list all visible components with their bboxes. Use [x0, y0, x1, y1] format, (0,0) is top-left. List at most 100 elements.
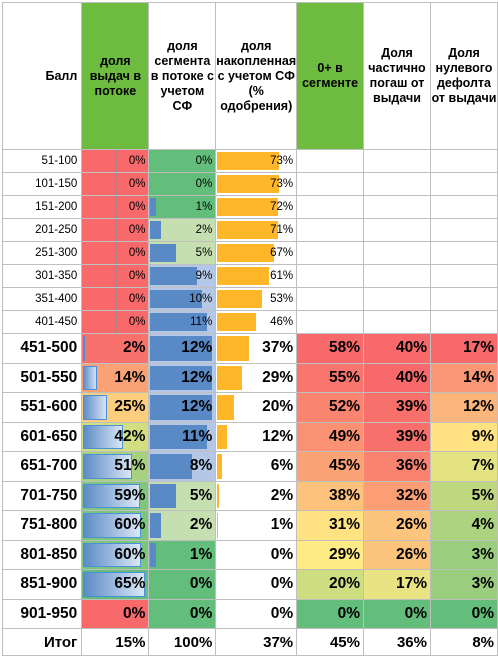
cell-zero-plus[interactable] — [296, 241, 364, 265]
cell-partial-repaid[interactable]: 36% — [363, 451, 431, 482]
cell-segment-share[interactable]: 8% — [148, 451, 217, 482]
cell-segment-share[interactable]: 12% — [148, 362, 217, 393]
cell-zero-plus[interactable]: 0% — [296, 598, 364, 629]
cell-issue-share[interactable]: 65% — [81, 569, 150, 600]
cell-segment-share[interactable]: 9% — [148, 264, 217, 288]
cell-zero-default[interactable]: 3% — [430, 539, 498, 570]
cell-partial-repaid[interactable]: 26% — [363, 510, 431, 541]
row-label[interactable]: 401-450 — [1, 310, 83, 334]
cell-issue-share[interactable]: 0% — [81, 195, 150, 219]
total-c1[interactable]: 15% — [81, 628, 150, 656]
cell-issue-share[interactable]: 42% — [81, 421, 150, 452]
cell-segment-share[interactable]: 10% — [148, 287, 217, 311]
total-c6[interactable]: 8% — [430, 628, 498, 656]
row-label[interactable]: 251-300 — [1, 241, 83, 265]
cell-cumulative-approval[interactable]: 73% — [215, 172, 298, 196]
cell-zero-default[interactable] — [430, 218, 498, 242]
cell-zero-default[interactable]: 9% — [430, 421, 498, 452]
row-label[interactable]: 751-800 — [1, 510, 83, 541]
cell-zero-plus[interactable] — [296, 149, 364, 173]
row-label[interactable]: 501-550 — [1, 362, 83, 393]
header-cumulative-approval[interactable]: доля накопленная с учетом СФ (% одобрени… — [215, 2, 298, 150]
cell-zero-plus[interactable]: 49% — [296, 421, 364, 452]
cell-cumulative-approval[interactable]: 61% — [215, 264, 298, 288]
cell-issue-share[interactable]: 51% — [81, 451, 150, 482]
cell-segment-share[interactable]: 11% — [148, 310, 217, 334]
cell-zero-default[interactable] — [430, 149, 498, 173]
cell-cumulative-approval[interactable]: 0% — [215, 598, 298, 629]
cell-zero-plus[interactable] — [296, 218, 364, 242]
row-label[interactable]: 801-850 — [1, 539, 83, 570]
cell-issue-share[interactable]: 0% — [81, 310, 150, 334]
cell-segment-share[interactable]: 12% — [148, 333, 217, 364]
row-label[interactable]: 101-150 — [1, 172, 83, 196]
row-label[interactable]: 301-350 — [1, 264, 83, 288]
row-label[interactable]: 201-250 — [1, 218, 83, 242]
row-label[interactable]: 651-700 — [1, 451, 83, 482]
cell-zero-plus[interactable] — [296, 172, 364, 196]
cell-issue-share[interactable]: 25% — [81, 392, 150, 423]
cell-cumulative-approval[interactable]: 53% — [215, 287, 298, 311]
cell-issue-share[interactable]: 0% — [81, 287, 150, 311]
cell-cumulative-approval[interactable]: 29% — [215, 362, 298, 393]
cell-zero-plus[interactable]: 31% — [296, 510, 364, 541]
cell-issue-share[interactable]: 60% — [81, 510, 150, 541]
cell-partial-repaid[interactable] — [363, 172, 431, 196]
cell-segment-share[interactable]: 2% — [148, 510, 217, 541]
cell-zero-default[interactable]: 12% — [430, 392, 498, 423]
cell-zero-default[interactable] — [430, 264, 498, 288]
cell-zero-default[interactable]: 5% — [430, 480, 498, 511]
header-zero-plus[interactable]: 0+ в сегменте — [296, 2, 364, 150]
row-label[interactable]: 851-900 — [1, 569, 83, 600]
cell-segment-share[interactable]: 1% — [148, 539, 217, 570]
cell-cumulative-approval[interactable]: 6% — [215, 451, 298, 482]
cell-zero-plus[interactable]: 29% — [296, 539, 364, 570]
total-c5[interactable]: 36% — [363, 628, 431, 656]
row-label[interactable]: 601-650 — [1, 421, 83, 452]
total-c3[interactable]: 37% — [215, 628, 298, 656]
header-partial-repaid[interactable]: Доля частично погаш от выдачи — [363, 2, 431, 150]
cell-segment-share[interactable]: 0% — [148, 569, 217, 600]
cell-zero-default[interactable]: 17% — [430, 333, 498, 364]
cell-issue-share[interactable]: 0% — [81, 264, 150, 288]
cell-segment-share[interactable]: 2% — [148, 218, 217, 242]
cell-partial-repaid[interactable]: 40% — [363, 333, 431, 364]
cell-zero-default[interactable] — [430, 287, 498, 311]
total-c4[interactable]: 45% — [296, 628, 364, 656]
cell-zero-default[interactable] — [430, 172, 498, 196]
cell-partial-repaid[interactable]: 39% — [363, 392, 431, 423]
cell-cumulative-approval[interactable]: 20% — [215, 392, 298, 423]
cell-zero-default[interactable]: 3% — [430, 569, 498, 600]
cell-partial-repaid[interactable]: 0% — [363, 598, 431, 629]
cell-zero-plus[interactable]: 45% — [296, 451, 364, 482]
cell-zero-default[interactable] — [430, 195, 498, 219]
cell-segment-share[interactable]: 0% — [148, 172, 217, 196]
row-label[interactable]: 51-100 — [1, 149, 83, 173]
cell-segment-share[interactable]: 5% — [148, 241, 217, 265]
cell-segment-share[interactable]: 1% — [148, 195, 217, 219]
cell-cumulative-approval[interactable]: 0% — [215, 569, 298, 600]
cell-partial-repaid[interactable] — [363, 264, 431, 288]
cell-issue-share[interactable]: 2% — [81, 333, 150, 364]
header-ball[interactable]: Балл — [1, 2, 83, 150]
cell-partial-repaid[interactable] — [363, 241, 431, 265]
cell-zero-default[interactable] — [430, 241, 498, 265]
cell-issue-share[interactable]: 14% — [81, 362, 150, 393]
cell-partial-repaid[interactable] — [363, 149, 431, 173]
cell-cumulative-approval[interactable]: 71% — [215, 218, 298, 242]
cell-zero-default[interactable]: 14% — [430, 362, 498, 393]
cell-zero-plus[interactable] — [296, 310, 364, 334]
total-label[interactable]: Итог — [1, 628, 83, 656]
cell-partial-repaid[interactable]: 26% — [363, 539, 431, 570]
cell-cumulative-approval[interactable]: 12% — [215, 421, 298, 452]
cell-cumulative-approval[interactable]: 2% — [215, 480, 298, 511]
cell-zero-plus[interactable]: 20% — [296, 569, 364, 600]
cell-cumulative-approval[interactable]: 46% — [215, 310, 298, 334]
cell-cumulative-approval[interactable]: 0% — [215, 539, 298, 570]
cell-segment-share[interactable]: 5% — [148, 480, 217, 511]
cell-segment-share[interactable]: 0% — [148, 149, 217, 173]
cell-partial-repaid[interactable] — [363, 218, 431, 242]
cell-cumulative-approval[interactable]: 37% — [215, 333, 298, 364]
cell-partial-repaid[interactable] — [363, 310, 431, 334]
cell-zero-default[interactable] — [430, 310, 498, 334]
